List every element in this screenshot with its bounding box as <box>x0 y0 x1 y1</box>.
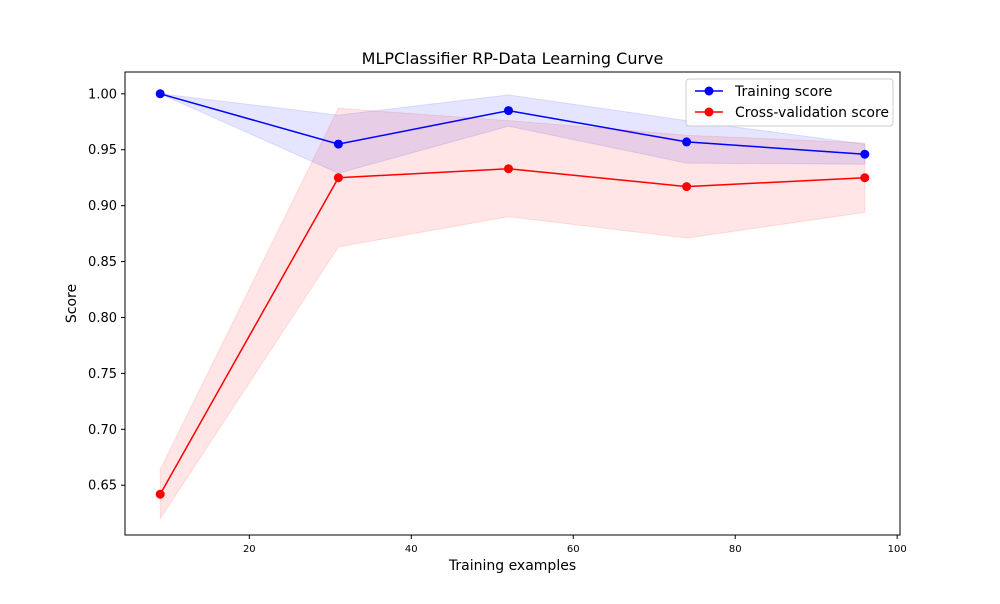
point-cross-validation-score <box>333 173 343 183</box>
y-tick-label: 0.95 <box>88 143 117 158</box>
point-training-score <box>504 106 513 116</box>
legend-label-cross-validation: Cross-validation score <box>735 105 889 121</box>
series-points <box>155 89 870 499</box>
x-tick-label: 100 <box>888 544 907 555</box>
legend-marker-training <box>704 86 714 96</box>
y-tick-label: 0.80 <box>88 311 117 326</box>
y-tick-label: 0.85 <box>88 255 117 270</box>
x-tick-label: 80 <box>729 544 742 555</box>
point-cross-validation-score <box>682 182 692 192</box>
point-cross-validation-score <box>504 164 513 174</box>
y-tick-label: 0.75 <box>88 367 117 382</box>
legend-marker-cross-validation <box>704 107 714 117</box>
legend: Training score Cross-validation score <box>685 78 894 127</box>
x-tick-label: 20 <box>243 544 256 555</box>
point-training-score <box>682 137 692 147</box>
y-tick-label: 0.70 <box>88 423 117 438</box>
point-cross-validation-score <box>155 489 165 499</box>
point-training-score <box>333 139 343 149</box>
x-axis-label: Training examples <box>448 558 576 574</box>
point-training-score <box>155 89 165 99</box>
point-cross-validation-score <box>860 173 870 183</box>
x-tick-label: 40 <box>405 544 418 555</box>
y-tick-label: 1.00 <box>88 87 117 102</box>
chart-title: MLPClassifier RP-Data Learning Curve <box>362 49 664 68</box>
point-training-score <box>860 149 870 159</box>
y-tick-label: 0.90 <box>88 199 117 214</box>
y-axis-label: Score <box>64 284 80 323</box>
legend-label-training: Training score <box>734 84 832 100</box>
x-tick-label: 60 <box>567 544 580 555</box>
y-tick-label: 0.65 <box>88 479 117 494</box>
band-cross-validation-score <box>159 107 866 521</box>
plot-frame <box>124 71 901 536</box>
legend-frame <box>685 78 894 127</box>
x-axis-ticks: 20 40 60 80 100 <box>243 535 907 555</box>
y-axis-ticks: 0.65 0.70 0.75 0.80 0.85 0.90 0.95 1.00 <box>88 87 125 494</box>
